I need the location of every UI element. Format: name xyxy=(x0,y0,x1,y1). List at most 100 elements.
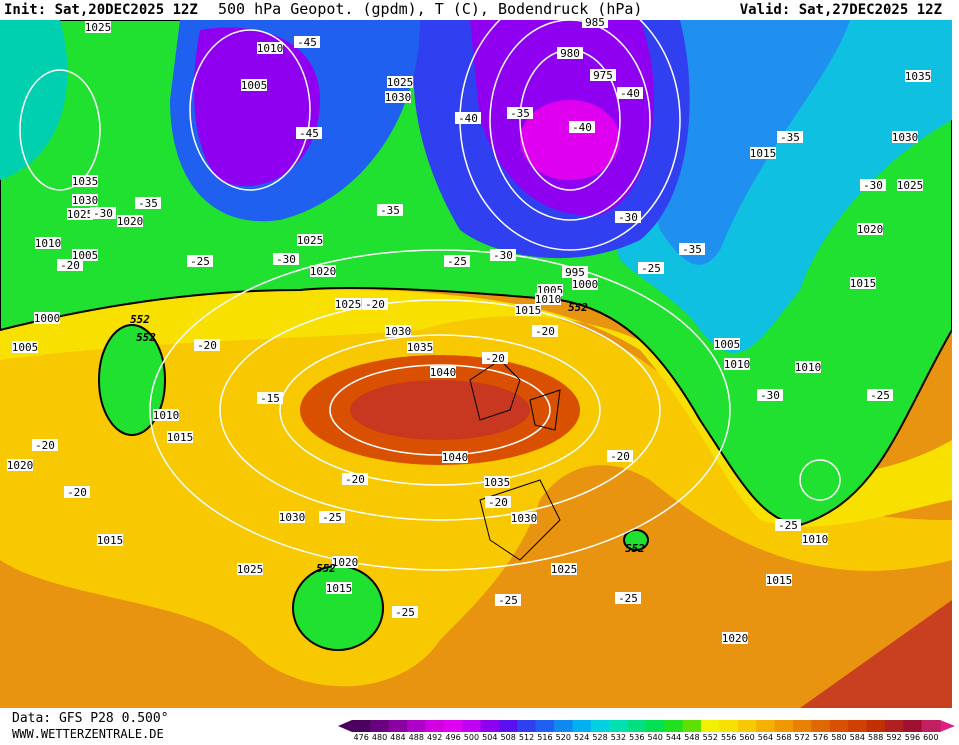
pressure-label-bg xyxy=(310,265,336,277)
colorbar-cell xyxy=(774,720,794,732)
map-title: 500 hPa Geopot. (gpdm), T (C), Bodendruc… xyxy=(218,0,642,18)
temperature-label-bg xyxy=(775,519,801,531)
geopotential-label: 552 xyxy=(568,301,588,314)
temperature-label: -25 xyxy=(618,592,638,605)
colorbar-label: 576 xyxy=(813,733,828,741)
pressure-label-bg xyxy=(72,249,98,261)
pressure-label-bg xyxy=(335,298,361,310)
colorbar-cell xyxy=(756,720,776,732)
pressure-label-bg xyxy=(442,451,468,463)
pressure-label-bg xyxy=(67,208,93,220)
temperature-label-bg xyxy=(257,392,283,404)
colorbar-cell xyxy=(535,720,555,732)
temperature-label: -25 xyxy=(395,606,415,619)
pressure-label-bg xyxy=(385,325,411,337)
colorbar-label: 488 xyxy=(409,733,424,741)
pressure-label-bg xyxy=(582,16,608,28)
pressure-label: 1025 xyxy=(85,21,112,34)
colorbar-cell xyxy=(443,720,463,732)
colorbar-label: 492 xyxy=(427,733,442,741)
colorbar-cell xyxy=(701,720,720,732)
pressure-label: 1030 xyxy=(385,325,412,338)
pressure-label: 975 xyxy=(593,69,613,82)
pressure-label: 1010 xyxy=(153,409,180,422)
colorbar-label: 504 xyxy=(482,733,497,741)
pressure-label: 1005 xyxy=(714,338,741,351)
colorbar-cell xyxy=(499,720,518,732)
colorbar-label: 476 xyxy=(354,733,369,741)
pressure-label: 1040 xyxy=(442,451,469,464)
pressure-label-bg xyxy=(714,338,740,350)
pressure-label-bg xyxy=(590,69,616,81)
pressure-label-bg xyxy=(484,476,510,488)
pressure-label-bg xyxy=(857,223,883,235)
temperature-label: -25 xyxy=(498,594,518,607)
pressure-label-bg xyxy=(551,563,577,575)
colorbar-cell xyxy=(848,720,867,732)
pressure-label-bg xyxy=(153,409,179,421)
pressure-label-bg xyxy=(850,277,876,289)
pressure-label: 1015 xyxy=(97,534,124,547)
temperature-label-bg xyxy=(377,204,403,216)
pressure-label-bg xyxy=(35,237,61,249)
pressure-label: 1035 xyxy=(407,341,434,354)
pressure-label: 1025 xyxy=(551,563,578,576)
colorbar-arrow-left xyxy=(338,720,352,732)
temperature-label-bg xyxy=(296,127,322,139)
temperature-label: -45 xyxy=(297,36,317,49)
temperature-label: -25 xyxy=(870,389,890,402)
pressure-label-bg xyxy=(387,76,413,88)
colorbar-cell xyxy=(517,720,537,732)
colorbar-cell xyxy=(884,720,904,732)
temperature-label: -20 xyxy=(35,439,55,452)
temperature-label: -25 xyxy=(190,255,210,268)
pressure-label: 1015 xyxy=(750,147,777,160)
pressure-label-bg xyxy=(557,47,583,59)
site-name: WWW.WETTERZENTRALE.DE xyxy=(12,727,164,741)
pressure-label-bg xyxy=(97,534,123,546)
temperature-label: -15 xyxy=(260,392,280,405)
pressure-label: 1030 xyxy=(385,91,412,104)
colorbar-label: 564 xyxy=(758,733,773,741)
colorbar-cell xyxy=(811,720,831,732)
pressure-label: 1015 xyxy=(515,304,542,317)
colorbar-label: 588 xyxy=(868,733,883,741)
temperature-label: -40 xyxy=(458,112,478,125)
pressure-label: 980 xyxy=(560,47,580,60)
pressure-label: 1015 xyxy=(850,277,877,290)
pressure-label: 1015 xyxy=(167,431,194,444)
pressure-label: 1005 xyxy=(12,341,39,354)
pressure-label: 1025 xyxy=(387,76,414,89)
geopotential-label: 552 xyxy=(316,562,336,575)
colorbar-cell xyxy=(590,720,610,732)
pressure-label-bg xyxy=(572,278,598,290)
geopotential-label: 552 xyxy=(130,313,150,326)
temperature-label-bg xyxy=(187,255,213,267)
temperature-label: -20 xyxy=(60,259,80,272)
pressure-label-bg xyxy=(562,266,588,278)
pressure-label: 985 xyxy=(585,16,605,29)
pressure-label-bg xyxy=(385,91,411,103)
temperature-label-bg xyxy=(32,439,58,451)
colorbar-label: 556 xyxy=(721,733,736,741)
colorbar-label: 572 xyxy=(795,733,810,741)
temperature-label: -40 xyxy=(572,121,592,134)
temperature-label: -20 xyxy=(345,473,365,486)
pressure-label: 1005 xyxy=(72,249,99,262)
colorbar-label: 480 xyxy=(372,733,387,741)
colorbar-label: 540 xyxy=(648,733,663,741)
pressure-label: 1020 xyxy=(722,632,749,645)
pressure-label-bg xyxy=(750,147,776,159)
pressure-label-bg xyxy=(279,511,305,523)
pressure-label-bg xyxy=(72,175,98,187)
pressure-label: 1025 xyxy=(297,234,324,247)
temperature-label: -30 xyxy=(93,207,113,220)
colorbar-cell xyxy=(388,720,408,732)
temperature-label: -35 xyxy=(682,243,702,256)
pressure-label: 1005 xyxy=(241,79,268,92)
pressure-label: 1010 xyxy=(724,358,751,371)
pressure-label: 1030 xyxy=(279,511,306,524)
colorbar-label: 544 xyxy=(666,733,681,741)
temperature-label-bg xyxy=(273,253,299,265)
